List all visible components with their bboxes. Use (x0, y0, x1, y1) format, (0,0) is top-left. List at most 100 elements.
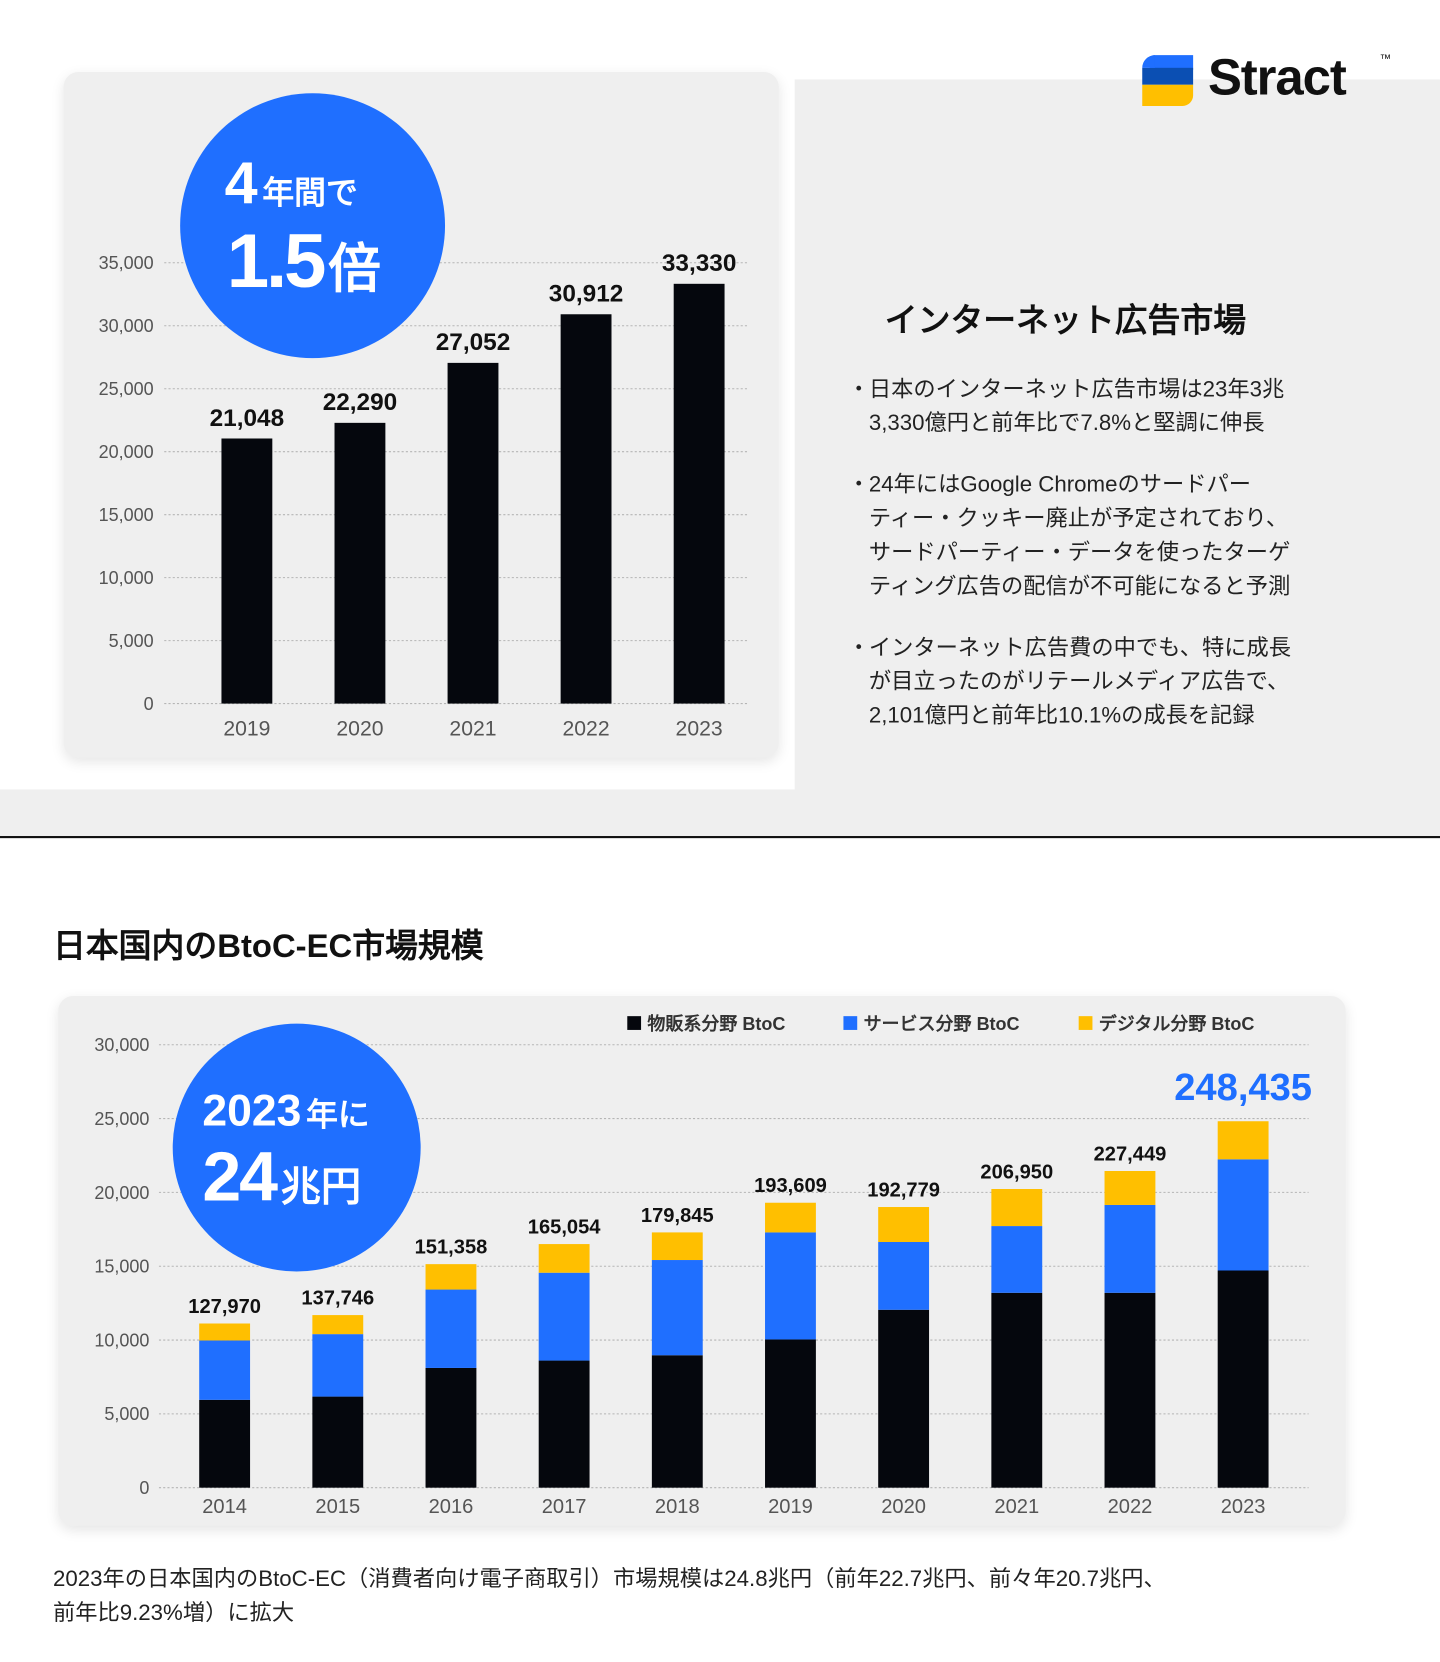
legend-label: サービス分野 BtoC (864, 1014, 1020, 1034)
ec-caption: 2023年の日本国内のBtoC-EC（消費者向け電子商取引）市場規模は24.8兆… (53, 1563, 1378, 1631)
y-tick-label: 30,000 (99, 316, 154, 336)
bullet-line: が目立ったのがリテールメディア広告で、 (868, 669, 1290, 695)
growth-badge: 4 年間で 1.5 倍 (180, 93, 446, 359)
bar-segment (765, 1202, 816, 1233)
bar (673, 283, 725, 704)
y-tick-label: 0 (139, 1478, 149, 1498)
y-tick-label: 15,000 (99, 505, 154, 525)
x-tick-label: 2019 (768, 1496, 813, 1518)
ec-badge-text: 年に (306, 1097, 370, 1133)
bar-segment (1217, 1270, 1269, 1488)
bar-segment (1217, 1159, 1269, 1271)
badge-text: 年間で (262, 175, 358, 211)
badge-multiplier-unit: 倍 (327, 239, 381, 299)
bar-segment (312, 1334, 364, 1397)
y-tick-label: 10,000 (94, 1330, 149, 1350)
x-tick-label: 2022 (1108, 1496, 1153, 1518)
data-label: 27,052 (436, 329, 511, 356)
x-tick-label: 2021 (994, 1496, 1039, 1518)
x-tick-label: 2023 (676, 717, 723, 740)
logo-trademark: ™ (1379, 52, 1392, 66)
y-tick-label: 20,000 (99, 442, 154, 462)
bar-segment (1217, 1121, 1269, 1160)
x-tick-label: 2017 (542, 1496, 587, 1518)
bar-segment (425, 1289, 477, 1368)
top-right-panel (794, 79, 1440, 838)
section-divider (0, 836, 1440, 839)
total-label: 227,449 (1094, 1143, 1167, 1165)
logo-text: Stract (1207, 49, 1347, 106)
ec-badge-value: 24 (202, 1136, 278, 1216)
bullet-item: ・ 24年にはGoogle Chromeのサードパーティー・クッキー廃止が予定され… (848, 468, 1291, 604)
total-label: 137,746 (301, 1287, 374, 1309)
internet-ad-title: インターネット広告市場 (884, 301, 1247, 340)
y-tick-label: 30,000 (94, 1035, 149, 1055)
y-tick-label: 25,000 (99, 379, 154, 399)
y-tick-label: 15,000 (94, 1257, 149, 1277)
x-tick-label: 2018 (655, 1496, 700, 1518)
bar-segment (651, 1232, 703, 1261)
total-label: 127,970 (188, 1296, 261, 1318)
bar-segment (1104, 1170, 1156, 1205)
bar-segment (538, 1360, 590, 1488)
x-tick-label: 2016 (429, 1496, 474, 1518)
y-tick-label: 0 (144, 694, 154, 714)
top-bottom-band (0, 789, 1440, 838)
bar-segment (651, 1260, 703, 1356)
x-tick-label: 2023 (1221, 1496, 1266, 1518)
stract-logo: Stract ™ (1140, 50, 1415, 108)
bullet-line: サードパーティー・データを使ったターゲ (868, 540, 1291, 565)
bar (560, 314, 612, 704)
y-tick-label: 20,000 (94, 1183, 149, 1203)
ec-badge: 2023 年に 24 兆円 (172, 1023, 421, 1272)
total-label: 193,609 (754, 1175, 827, 1197)
badge-multiplier: 1.5 (226, 219, 327, 305)
bar-segment (312, 1315, 364, 1335)
y-tick-label: 10,000 (99, 568, 154, 588)
bar-segment (538, 1244, 590, 1273)
bullet-line: インターネット広告費の中でも、特に成長 (868, 635, 1291, 661)
ec-stacked-bar-chart: 0 5,000 10,000 15,000 20,000 25,000 30,000 物販系分… (94, 1013, 1312, 1518)
bullet-line: ティング広告の配信が不可能になると予測 (868, 574, 1291, 599)
bullet-line: 24年にはGoogle Chromeのサードパー (868, 472, 1251, 497)
total-label: 248,435 (1174, 1066, 1312, 1109)
data-label: 30,912 (549, 281, 624, 308)
data-label: 33,330 (662, 250, 737, 277)
bar-segment (538, 1272, 590, 1361)
y-tick-label: 35,000 (99, 253, 154, 273)
bar-segment (991, 1292, 1043, 1488)
bar-segment (425, 1367, 477, 1488)
total-label: 179,845 (641, 1205, 714, 1227)
bullet-line: ティー・クッキー廃止が予定されており、 (868, 506, 1289, 531)
bar (221, 438, 273, 704)
stract-logo-mark-icon (1142, 55, 1194, 106)
badge-number: 4 (224, 149, 258, 217)
x-tick-label: 2015 (315, 1496, 360, 1518)
internet-ad-bar-chart: 0 5,000 10,000 15,000 20,000 25,000 30,000 35,0… (99, 250, 748, 740)
bar-segment (312, 1396, 364, 1488)
data-label: 21,048 (210, 405, 285, 432)
bar-segment (991, 1189, 1043, 1227)
bar (447, 362, 499, 704)
ec-market-title: 日本国内のBtoC-EC市場規模 (52, 927, 484, 965)
bar-segment (1104, 1204, 1156, 1293)
bar-segment (199, 1399, 251, 1488)
ec-badge-year: 2023 (202, 1085, 302, 1135)
legend-label: デジタル分野 BtoC (1099, 1013, 1255, 1034)
legend-swatch (843, 1016, 858, 1030)
caption-line: 前年比9.23%増）に拡大 (52, 1601, 295, 1626)
total-label: 151,358 (415, 1237, 488, 1259)
bar-segment (765, 1232, 816, 1340)
x-tick-label: 2019 (223, 717, 270, 740)
x-tick-label: 2022 (562, 717, 609, 740)
ec-badge-unit: 兆円 (280, 1165, 362, 1211)
bullet-item: ・インターネット広告費の中でも、特に成長 が目立ったのがリテールメディア広告で、 2… (848, 632, 1291, 734)
bullet-line: 2,101億円と前年比10.1%の成長を記録 (868, 703, 1255, 728)
bullet-dot-icon: ・ (847, 472, 870, 497)
bar-segment (199, 1323, 251, 1341)
y-tick-label: 25,000 (94, 1109, 149, 1129)
bar-segment (878, 1207, 930, 1243)
bar-segment (425, 1264, 477, 1290)
x-tick-label: 2021 (449, 717, 496, 740)
total-label: 206,950 (980, 1161, 1053, 1183)
